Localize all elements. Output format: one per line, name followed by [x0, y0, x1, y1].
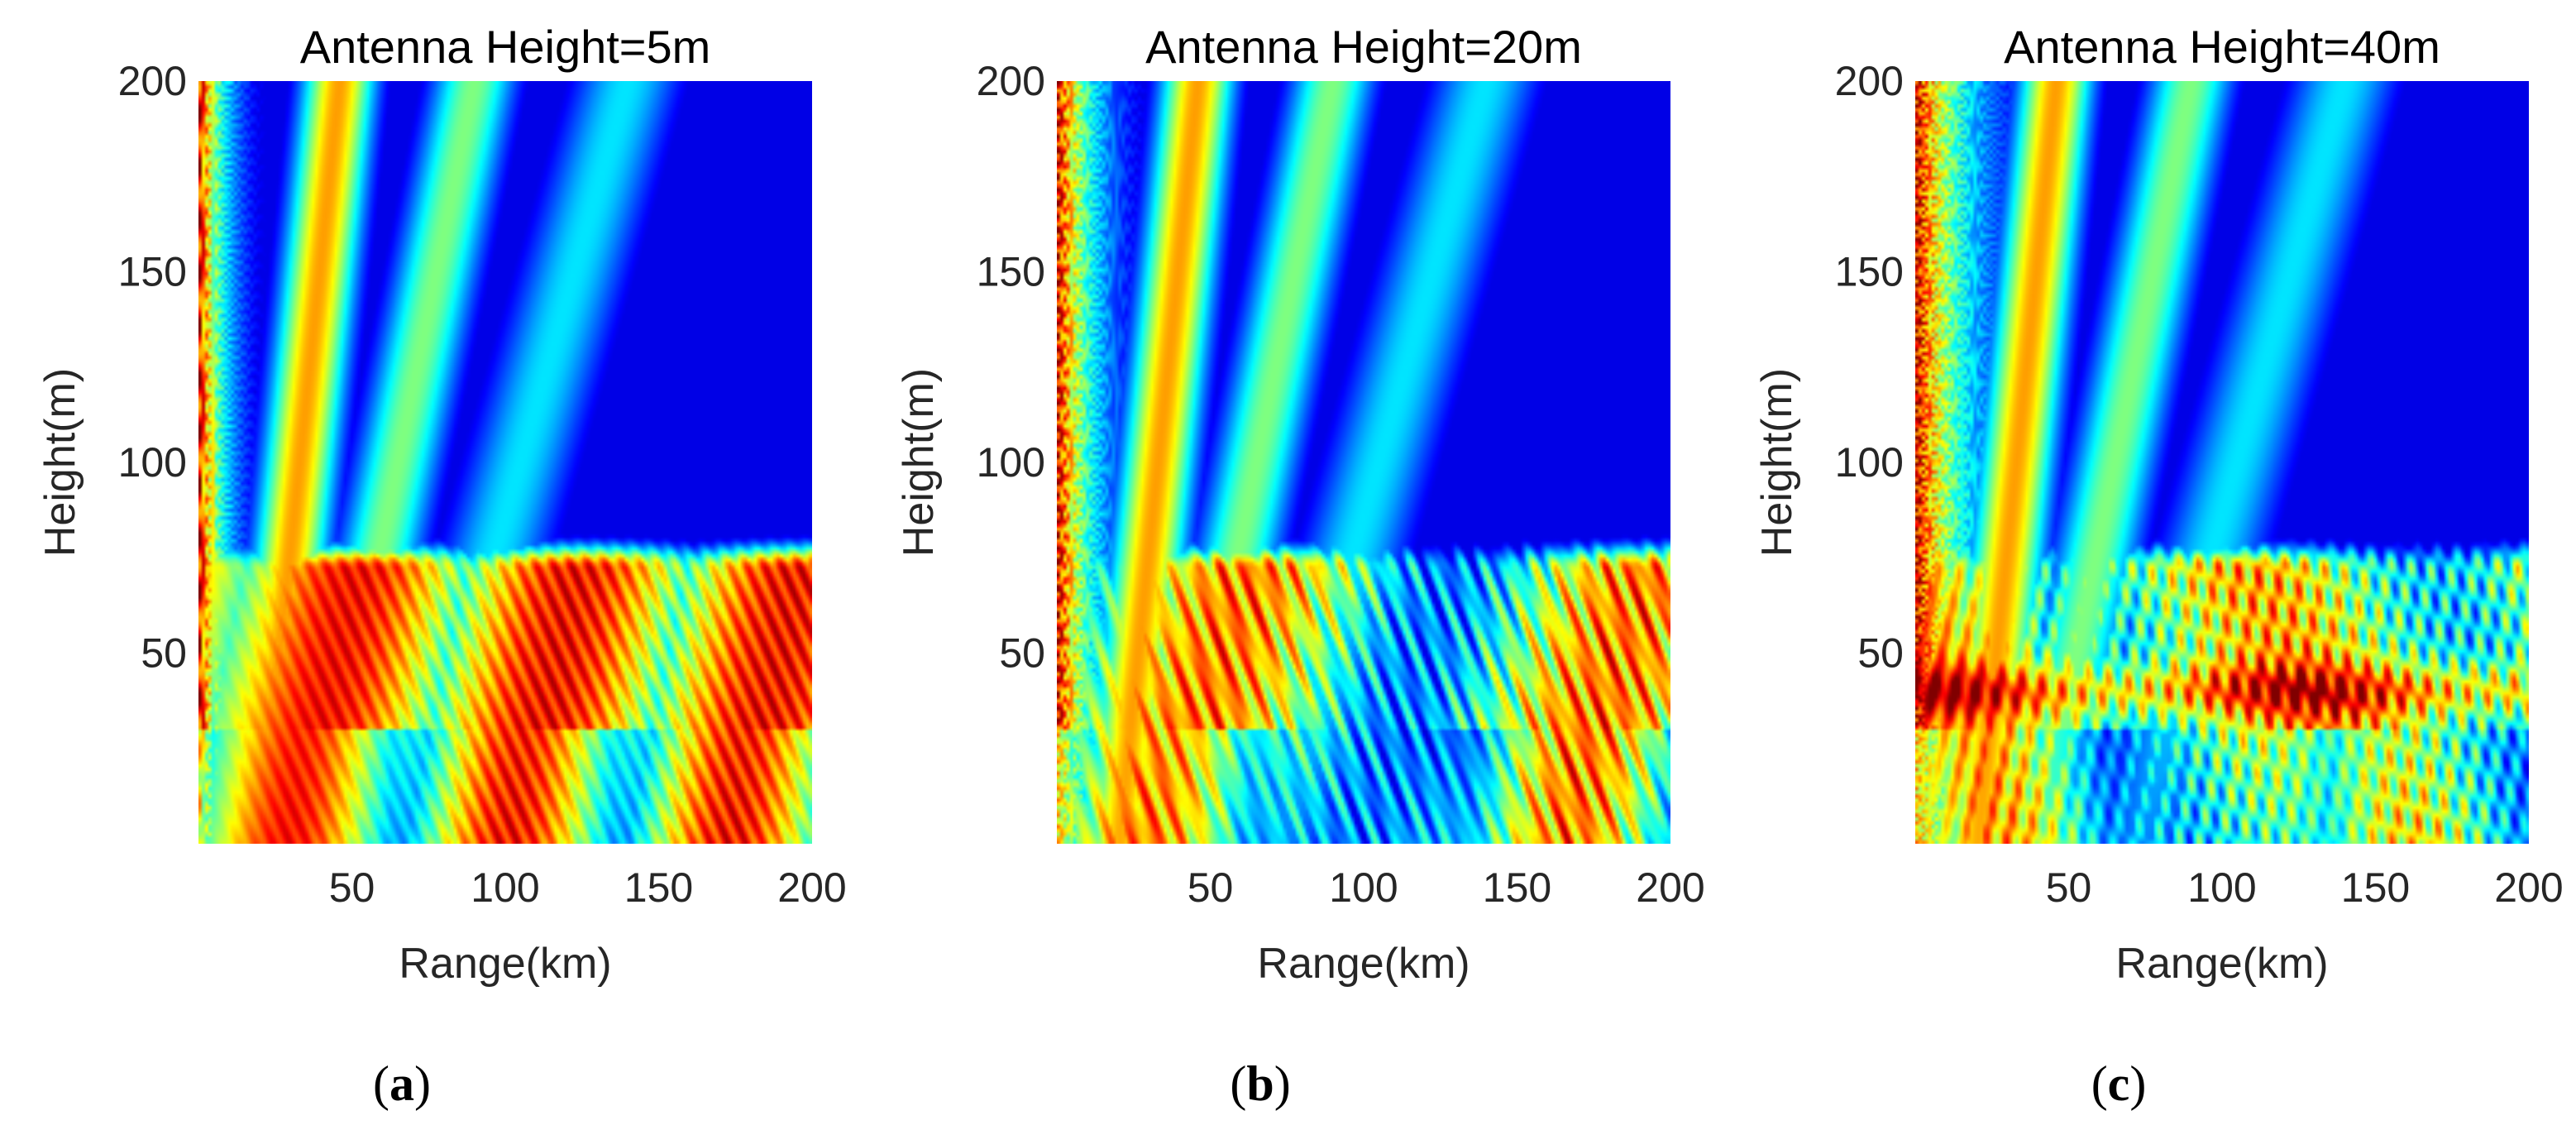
x-tick-label: 150	[1483, 864, 1551, 911]
heatmap-image	[1915, 81, 2529, 844]
y-tick-label: 50	[1857, 630, 1904, 677]
subfigure-label: (a)	[373, 1056, 431, 1111]
heatmap-image	[198, 81, 812, 844]
y-tick-label: 50	[999, 630, 1045, 677]
x-tick-label: 200	[777, 864, 846, 911]
y-tick-label: 50	[141, 630, 187, 677]
panel-c: Antenna Height=40m 50 100 150 200 50 100 150 200…	[1753, 21, 2564, 1111]
y-tick-label: 200	[977, 58, 1045, 104]
y-tick-label: 100	[1835, 439, 1904, 486]
panel-title: Antenna Height=40m	[2004, 21, 2440, 73]
y-tick-label: 150	[1835, 249, 1904, 295]
x-tick-label: 200	[2494, 864, 2563, 911]
panel-a: Antenna Height=5m 50 100 150 200 50 100 150 200 R…	[36, 21, 847, 1111]
x-tick-label: 100	[471, 864, 539, 911]
y-tick-label: 100	[118, 439, 187, 486]
x-tick-label: 150	[2341, 864, 2410, 911]
panel-title: Antenna Height=5m	[300, 21, 711, 73]
x-axis-label: Range(km)	[1257, 940, 1470, 988]
panel-title: Antenna Height=20m	[1145, 21, 1582, 73]
x-axis-label: Range(km)	[399, 940, 611, 988]
y-tick-label: 100	[977, 439, 1045, 486]
x-tick-label: 150	[624, 864, 693, 911]
x-tick-label: 100	[2187, 864, 2256, 911]
x-tick-label: 200	[1636, 864, 1704, 911]
x-tick-label: 50	[329, 864, 375, 911]
x-tick-label: 50	[1188, 864, 1234, 911]
y-axis-label: Height(m)	[36, 368, 84, 557]
y-tick-label: 200	[1835, 58, 1904, 104]
y-axis-label: Height(m)	[1753, 368, 1801, 557]
x-tick-label: 50	[2046, 864, 2092, 911]
subfigure-label: (c)	[2091, 1056, 2147, 1111]
y-axis-label: Height(m)	[895, 368, 943, 557]
panel-b: Antenna Height=20m 50 100 150 200 50 100 150 200…	[895, 21, 1705, 1111]
x-axis-label: Range(km)	[2115, 940, 2328, 988]
x-tick-label: 100	[1329, 864, 1398, 911]
subfigure-label: (b)	[1230, 1056, 1290, 1111]
y-tick-label: 150	[118, 249, 187, 295]
y-tick-label: 150	[977, 249, 1045, 295]
heatmap-image	[1057, 81, 1670, 844]
y-tick-label: 200	[118, 58, 187, 104]
